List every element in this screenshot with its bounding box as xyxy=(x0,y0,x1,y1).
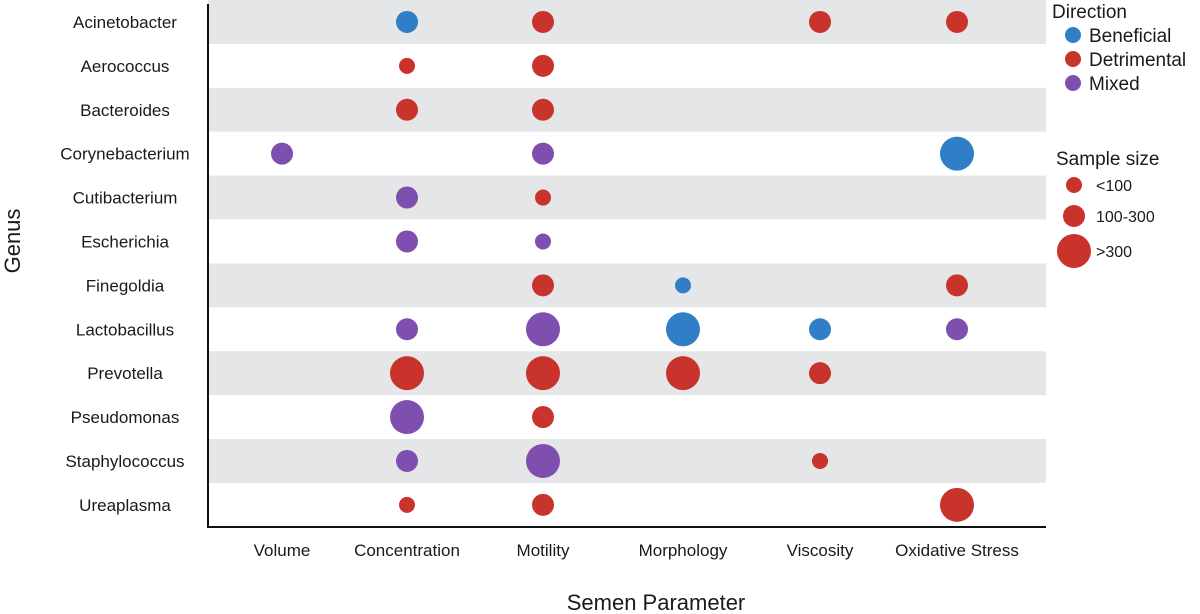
y-tick-cutibacterium: Cutibacterium xyxy=(73,189,178,208)
legend-size-swatch-300 xyxy=(1057,234,1091,268)
legend-direction-title: Direction xyxy=(1052,2,1127,23)
point-ureaplasma-oxidative-stress xyxy=(940,487,974,522)
row-bands xyxy=(208,0,1046,483)
point-prevotella-viscosity xyxy=(809,362,831,385)
point-cutibacterium-motility xyxy=(535,189,551,206)
point-acinetobacter-concentration xyxy=(396,10,418,33)
point-pseudomonas-motility xyxy=(532,406,554,429)
point-escherichia-concentration xyxy=(396,230,418,253)
axes xyxy=(207,4,1046,528)
point-prevotella-morphology xyxy=(666,356,700,391)
point-ureaplasma-motility xyxy=(532,493,554,516)
data-points xyxy=(271,10,974,522)
row-band-prevotella xyxy=(208,351,1046,396)
legend: Direction Beneficial Detrimental Mixed Sam… xyxy=(1052,2,1186,268)
legend-swatch-mixed xyxy=(1065,75,1081,91)
x-tick-volume: Volume xyxy=(254,541,311,560)
point-corynebacterium-oxidative-stress xyxy=(940,136,974,171)
y-axis-title: Genus xyxy=(0,209,25,274)
row-band-staphylococcus xyxy=(208,439,1046,483)
y-tick-escherichia: Escherichia xyxy=(81,232,169,251)
legend-swatch-detrimental xyxy=(1065,51,1081,67)
point-ureaplasma-concentration xyxy=(399,496,415,513)
y-tick-lactobacillus: Lactobacillus xyxy=(76,320,174,339)
y-tick-staphylococcus: Staphylococcus xyxy=(65,452,184,471)
legend-size-label-300: >300 xyxy=(1096,244,1132,261)
y-tick-aerococcus: Aerococcus xyxy=(81,57,170,76)
point-finegoldia-morphology xyxy=(675,277,691,294)
point-staphylococcus-concentration xyxy=(396,449,418,472)
point-escherichia-motility xyxy=(535,233,551,250)
point-prevotella-concentration xyxy=(390,356,424,391)
point-staphylococcus-viscosity xyxy=(812,452,828,469)
row-band-cutibacterium xyxy=(208,175,1046,220)
point-corynebacterium-motility xyxy=(532,142,554,165)
point-lactobacillus-morphology xyxy=(666,312,700,347)
point-staphylococcus-motility xyxy=(526,443,560,478)
y-tick-ureaplasma: Ureaplasma xyxy=(79,496,171,515)
legend-size-swatch-100 xyxy=(1066,177,1082,193)
point-finegoldia-oxidative-stress xyxy=(946,274,968,297)
row-band-acinetobacter xyxy=(208,0,1046,44)
legend-label-beneficial: Beneficial xyxy=(1089,26,1171,47)
point-aerococcus-motility xyxy=(532,54,554,77)
point-bacteroides-concentration xyxy=(396,98,418,121)
point-lactobacillus-viscosity xyxy=(809,318,831,341)
point-cutibacterium-concentration xyxy=(396,186,418,209)
x-tick-oxidative-stress: Oxidative Stress xyxy=(895,541,1019,560)
legend-direction-entries: Beneficial Detrimental Mixed xyxy=(1065,26,1186,95)
point-prevotella-motility xyxy=(526,356,560,391)
point-lactobacillus-oxidative-stress xyxy=(946,318,968,341)
y-tick-acinetobacter: Acinetobacter xyxy=(73,13,177,32)
y-tick-bacteroides: Bacteroides xyxy=(80,101,170,120)
legend-size-entries: <100 100-300 >300 xyxy=(1057,177,1155,268)
legend-size-title: Sample size xyxy=(1056,149,1160,170)
y-tick-labels: Acinetobacter Aerococcus Bacteroides Coryne… xyxy=(60,13,189,515)
row-band-bacteroides xyxy=(208,87,1046,132)
x-tick-morphology: Morphology xyxy=(639,541,728,560)
point-aerococcus-concentration xyxy=(399,57,415,74)
y-tick-pseudomonas: Pseudomonas xyxy=(71,408,180,427)
point-finegoldia-motility xyxy=(532,274,554,297)
legend-swatch-beneficial xyxy=(1065,27,1081,43)
legend-size-label-100: <100 xyxy=(1096,178,1132,195)
x-axis-title: Semen Parameter xyxy=(567,590,746,614)
point-acinetobacter-oxidative-stress xyxy=(946,10,968,33)
legend-label-mixed: Mixed xyxy=(1089,74,1140,95)
point-lactobacillus-motility xyxy=(526,312,560,347)
y-tick-prevotella: Prevotella xyxy=(87,364,163,383)
x-tick-motility: Motility xyxy=(517,541,570,560)
point-bacteroides-motility xyxy=(532,98,554,121)
legend-label-detrimental: Detrimental xyxy=(1089,50,1186,71)
point-acinetobacter-viscosity xyxy=(809,10,831,33)
point-pseudomonas-concentration xyxy=(390,400,424,435)
legend-size-swatch-100-300 xyxy=(1063,205,1085,227)
y-tick-corynebacterium: Corynebacterium xyxy=(60,145,189,164)
y-tick-finegoldia: Finegoldia xyxy=(86,276,165,295)
x-tick-labels: Volume Concentration Motility Morphology Vis… xyxy=(254,541,1019,560)
point-acinetobacter-motility xyxy=(532,10,554,33)
point-lactobacillus-concentration xyxy=(396,318,418,341)
x-tick-viscosity: Viscosity xyxy=(787,541,854,560)
point-corynebacterium-volume xyxy=(271,142,293,165)
row-band-finegoldia xyxy=(208,263,1046,308)
x-tick-concentration: Concentration xyxy=(354,541,460,560)
legend-size-label-100-300: 100-300 xyxy=(1096,209,1155,226)
